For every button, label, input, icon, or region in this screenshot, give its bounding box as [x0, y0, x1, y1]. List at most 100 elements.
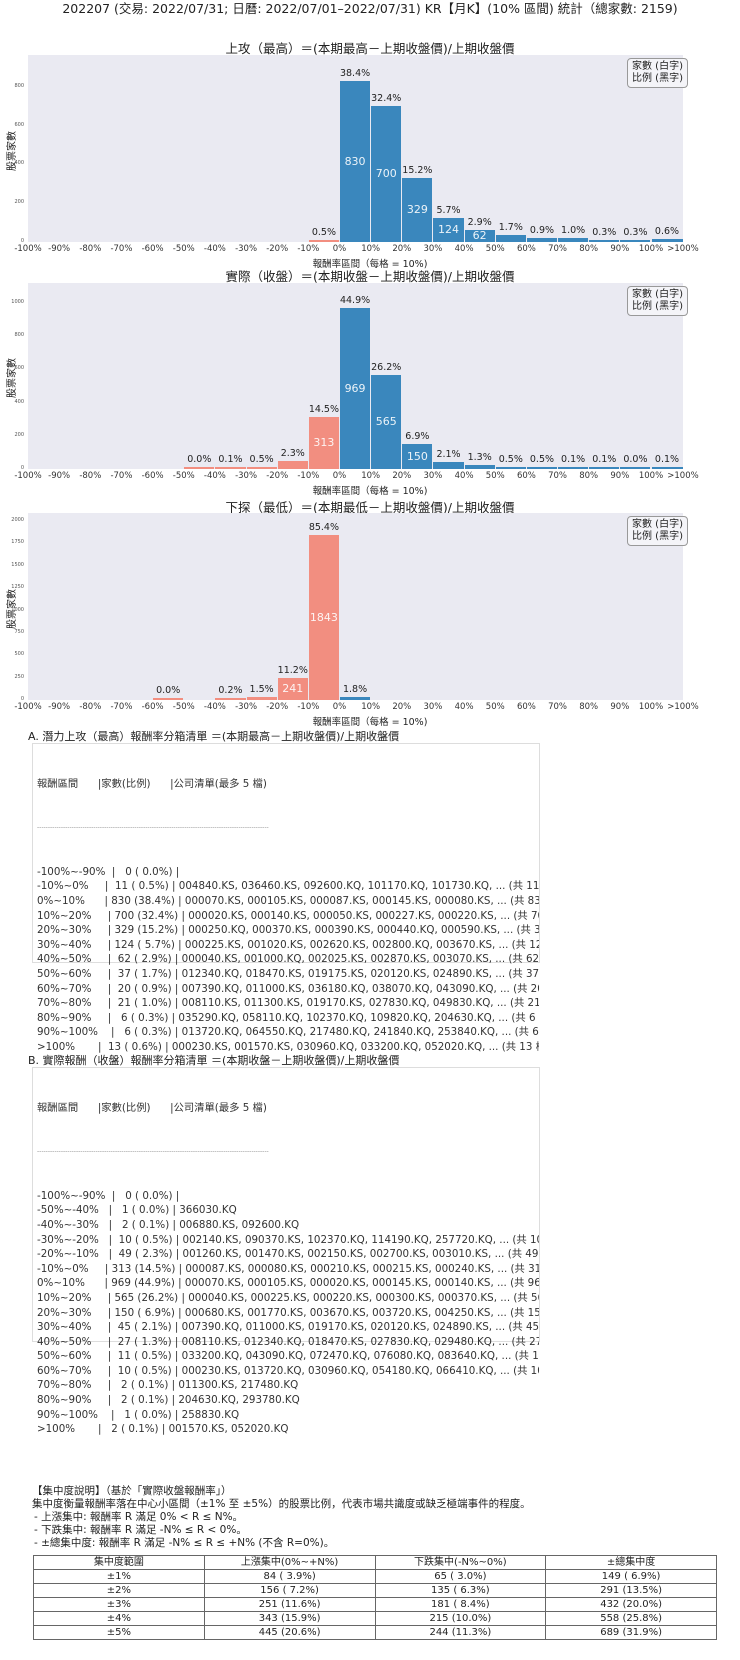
x-axis-label: 報酬率區間（每格 = 10%): [312, 486, 428, 497]
x-tick-label: 10%: [361, 244, 381, 254]
y-tick-label: 600: [14, 121, 24, 128]
col-total: ±總集中度: [545, 1555, 717, 1570]
x-tick-label: 20%: [392, 244, 412, 254]
x-tick-label: 90%: [610, 471, 630, 481]
bar-percent-label: 0.5%: [249, 454, 274, 465]
legend-ratio-label: 比例 (黑字): [632, 73, 683, 84]
bar-percent-label: 32.4%: [371, 93, 402, 105]
x-tick-label: -40%: [203, 702, 226, 712]
x-tick-label: 30%: [423, 471, 443, 481]
histogram-bar: [308, 535, 339, 700]
bar-percent-label: 11.2%: [277, 665, 308, 677]
bar-percent-label: 5.7%: [436, 204, 461, 216]
list-item: -30%~-20% | 10 ( 0.5%) | 002140.KS, 0903…: [37, 1233, 539, 1246]
x-tick-label: 70%: [548, 702, 567, 712]
bar-percent-label: 1.8%: [342, 683, 368, 695]
x-tick-label: -50%: [172, 244, 195, 254]
histogram-bar: [308, 239, 339, 242]
x-tick-label: 0%: [332, 471, 347, 481]
list-item: >100% | 13 ( 0.6%) | 000230.KS, 001570.K…: [37, 1040, 539, 1053]
x-tick-label: 20%: [392, 471, 412, 481]
bar-percent-label: 0.3%: [592, 227, 617, 238]
y-tick-label: 0: [20, 238, 24, 244]
list-item: 30%~40% | 124 ( 5.7%) | 000225.KS, 00102…: [37, 938, 539, 951]
list-a-header: 報酬區間 |家數(比例) |公司清單(最多 5 檔): [37, 778, 267, 791]
x-tick-label: -80%: [79, 244, 102, 254]
table-row: ±2% 156 ( 7.2%) 135 ( 6.3%) 291 (13.5%): [33, 1583, 717, 1598]
x-tick-label: >100%: [667, 244, 699, 254]
legend-count-label: 家數 (白字): [632, 519, 683, 530]
histogram-bar: [589, 240, 620, 242]
y-tick-label: 1250: [11, 584, 24, 591]
histogram-bar: [464, 229, 495, 242]
x-tick-label: 80%: [579, 244, 599, 254]
legend-box: 家數 (白字) 比例 (黑字): [627, 516, 688, 546]
bar-percent-label: 0.0%: [156, 685, 181, 696]
bar-percent-label: 0.1%: [592, 454, 617, 465]
x-tick-label: 60%: [516, 471, 536, 481]
bar-percent-label: 2.1%: [436, 448, 461, 460]
list-item: -100%~-90% | 0 ( 0.0%) |: [37, 1189, 180, 1202]
col-up: 上漲集中(0%~+N%): [203, 1555, 376, 1570]
bar-count-label: 150: [406, 449, 428, 463]
legend-ratio-label: 比例 (黑字): [632, 531, 683, 542]
histogram-bar: [651, 467, 683, 469]
x-tick-label: 40%: [454, 702, 474, 712]
bar-count-label: 830: [344, 154, 366, 168]
bar-count-label: 124: [438, 222, 460, 236]
list-b-rows: -100%~-90% | 0 ( 0.0%) | -50%~-40% | 1 ( …: [37, 1189, 539, 1437]
bar-percent-label: 1.3%: [467, 451, 492, 463]
histogram-bar: [371, 375, 402, 469]
list-item: 20%~30% | 150 ( 6.9%) | 000680.KS, 00177…: [37, 1306, 539, 1319]
histogram-bar: [651, 239, 683, 242]
x-tick-label: -100%: [14, 471, 42, 481]
legend-ratio-label: 比例 (黑字): [632, 301, 683, 312]
x-tick-label: 90%: [610, 244, 630, 254]
cell: 558 (25.8%): [545, 1611, 717, 1626]
list-item: 40%~50% | 62 ( 2.9%) | 000040.KS, 001000…: [37, 953, 539, 966]
list-item: 0%~10% | 969 (44.9%) | 000070.KS, 000105…: [37, 1277, 539, 1290]
x-tick-label: 60%: [516, 244, 536, 254]
bar-count-label: 565: [375, 415, 397, 429]
cell: 432 (20.0%): [545, 1597, 717, 1612]
cell: 343 (15.9%): [203, 1611, 376, 1626]
x-tick-label: -40%: [203, 471, 226, 481]
list-b-box: 報酬區間 |家數(比例) |公司清單(最多 5 檔) -------------…: [32, 1067, 540, 1435]
list-a-separator: ----------------------------------------…: [37, 823, 269, 831]
y-tick-label: 750: [14, 628, 24, 635]
histogram-bar: [246, 467, 277, 469]
bar-percent-label: 0.1%: [561, 454, 586, 465]
histogram-bar: [526, 467, 558, 469]
cell: 181 ( 8.4%): [374, 1597, 547, 1612]
x-tick-label: -90%: [48, 702, 71, 712]
bar-percent-label: 0.6%: [654, 226, 680, 238]
bar-percent-label: 6.9%: [405, 431, 430, 443]
x-tick-label: 10%: [361, 702, 381, 712]
y-tick-label: 800: [14, 332, 24, 339]
chart-title: 下探（最低）＝(本期最低－上期收盤價)/上期收盤價: [225, 500, 515, 515]
cell: 135 ( 6.3%): [374, 1583, 547, 1598]
x-tick-label: -100%: [14, 702, 42, 712]
x-tick-label: -80%: [79, 471, 102, 481]
y-tick-label: 2000: [11, 517, 24, 524]
concentration-bullet-up: - 上漲集中: 報酬率 R 滿足 0% < R ≤ N%。: [34, 1511, 244, 1523]
list-b-title: B. 實際報酬（收盤）報酬率分箱清單 ＝(本期收盤－上期收盤價)/上期收盤價: [28, 1054, 400, 1067]
col-down: 下跌集中(-N%~0%): [374, 1555, 547, 1570]
x-tick-label: 100%: [638, 471, 664, 481]
x-tick-label: -10%: [297, 471, 320, 481]
x-tick-label: -20%: [266, 702, 289, 712]
list-item: -40%~-30% | 2 ( 0.1%) | 006880.KS, 09260…: [37, 1218, 300, 1231]
bar-percent-label: 85.4%: [308, 522, 340, 534]
y-tick-label: 200: [14, 431, 24, 438]
y-axis-label: 股票家數: [7, 358, 18, 398]
x-tick-label: -10%: [297, 702, 320, 712]
table-row: ±3% 251 (11.6%) 181 ( 8.4%) 432 (20.0%): [33, 1597, 717, 1612]
concentration-bullet-down: - 下跌集中: 報酬率 R 滿足 -N% ≤ R < 0%。: [34, 1524, 247, 1536]
chart-title: 實際（收盤）＝(本期收盤－上期收盤價)/上期收盤價: [225, 269, 515, 284]
y-tick-label: 500: [14, 651, 24, 658]
x-tick-label: -80%: [79, 702, 102, 712]
bar-count-label: 700: [375, 167, 397, 181]
y-tick-label: 400: [14, 160, 24, 167]
histogram-bar: [495, 467, 526, 469]
x-tick-label: -50%: [172, 471, 195, 481]
